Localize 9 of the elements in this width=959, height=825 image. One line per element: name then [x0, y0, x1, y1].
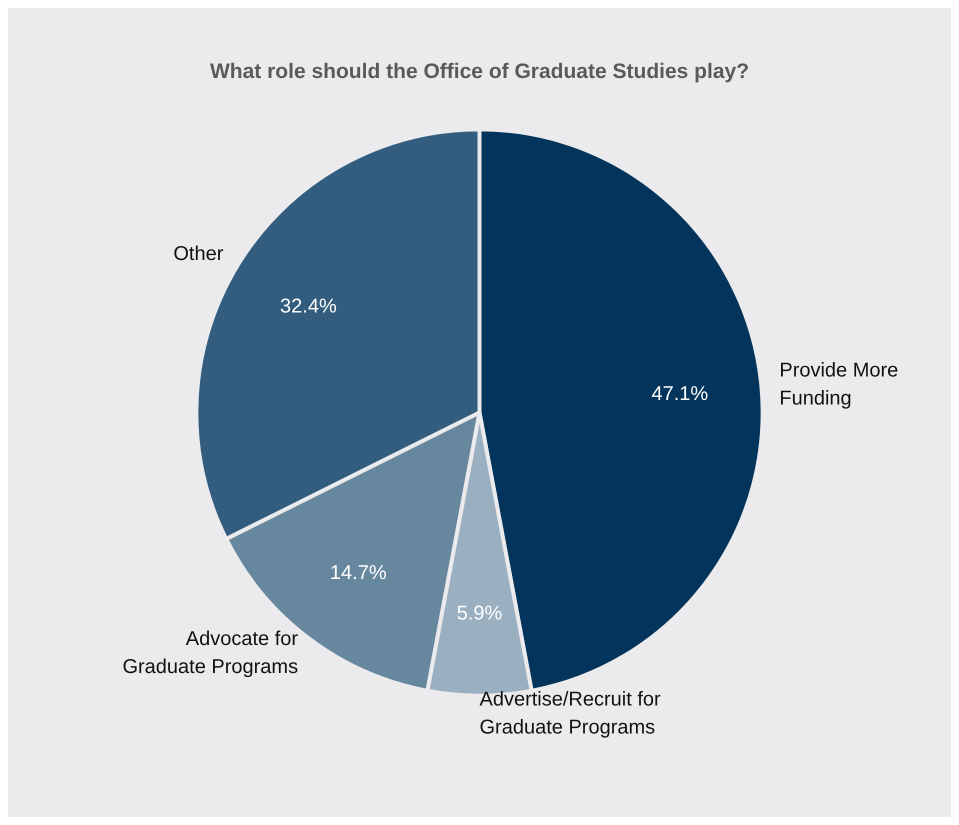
chart-title: What role should the Office of Graduate Studies play?: [210, 60, 750, 83]
slice-label: Other: [173, 243, 224, 266]
slice-label: Provide More Funding: [779, 360, 898, 410]
data-label: 14.7%: [330, 562, 387, 584]
data-label: 47.1%: [651, 382, 708, 405]
slice-label: Advocate for Graduate Programs: [122, 628, 298, 678]
slice-label: Advertise/Recruit for Graduate Programs: [480, 688, 662, 739]
data-label: 32.4%: [280, 296, 337, 318]
data-label: 5.9%: [456, 602, 503, 625]
